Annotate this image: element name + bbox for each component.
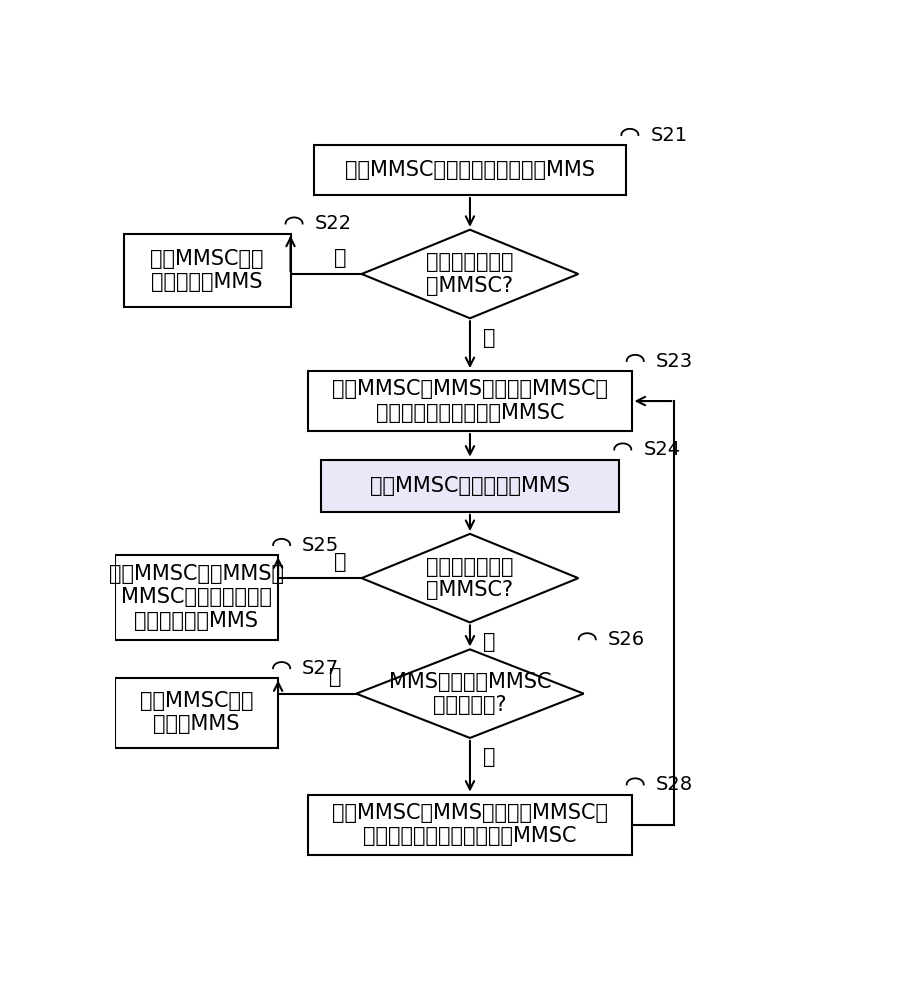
Text: 第二MMSC不予
处理该MMS: 第二MMSC不予 处理该MMS	[139, 691, 253, 734]
Polygon shape	[361, 534, 579, 622]
Text: 是: 是	[334, 248, 347, 268]
FancyBboxPatch shape	[308, 371, 632, 431]
Text: 第一MMSC向接
收终端发送MMS: 第一MMSC向接 收终端发送MMS	[150, 249, 264, 292]
Text: S23: S23	[656, 352, 693, 371]
Text: 是: 是	[334, 552, 347, 572]
FancyBboxPatch shape	[321, 460, 619, 512]
Text: 第二MMSC接收转发的MMS: 第二MMSC接收转发的MMS	[370, 476, 570, 496]
Text: S24: S24	[644, 440, 680, 459]
Text: 否: 否	[482, 632, 495, 652]
Text: 接收终端归属于
本MMSC?: 接收终端归属于 本MMSC?	[426, 252, 514, 296]
Text: 是: 是	[328, 667, 341, 687]
Text: 第二MMSC向MMS中添加本MMSC的
唯一标识后转发给下一第二MMSC: 第二MMSC向MMS中添加本MMSC的 唯一标识后转发给下一第二MMSC	[332, 803, 608, 846]
Polygon shape	[361, 230, 579, 318]
Text: 第一MMSC接收发送终端发送的MMS: 第一MMSC接收发送终端发送的MMS	[345, 160, 595, 180]
Text: S27: S27	[303, 659, 339, 678]
Text: 第一MMSC向MMS中添加本MMSC的
唯一标识后转发给第二MMSC: 第一MMSC向MMS中添加本MMSC的 唯一标识后转发给第二MMSC	[332, 379, 608, 423]
Text: 否: 否	[482, 328, 495, 348]
FancyBboxPatch shape	[115, 678, 278, 748]
Text: 否: 否	[482, 747, 495, 767]
Text: S22: S22	[315, 214, 352, 233]
Text: 接收终端归属于
本MMSC?: 接收终端归属于 本MMSC?	[426, 557, 514, 600]
Text: S25: S25	[303, 536, 339, 555]
FancyBboxPatch shape	[115, 555, 278, 640]
FancyBboxPatch shape	[314, 145, 626, 195]
FancyBboxPatch shape	[124, 234, 291, 307]
Polygon shape	[356, 649, 584, 738]
FancyBboxPatch shape	[308, 795, 632, 855]
Text: 第二MMSC清除MMS中
MMSC的唯一标识后向
接收终端发送MMS: 第二MMSC清除MMS中 MMSC的唯一标识后向 接收终端发送MMS	[109, 564, 284, 631]
Text: S21: S21	[650, 126, 688, 145]
Text: S28: S28	[656, 775, 693, 794]
Text: S26: S26	[608, 630, 645, 649]
Text: MMS中包含本MMSC
的唯一标识?: MMS中包含本MMSC 的唯一标识?	[389, 672, 551, 715]
